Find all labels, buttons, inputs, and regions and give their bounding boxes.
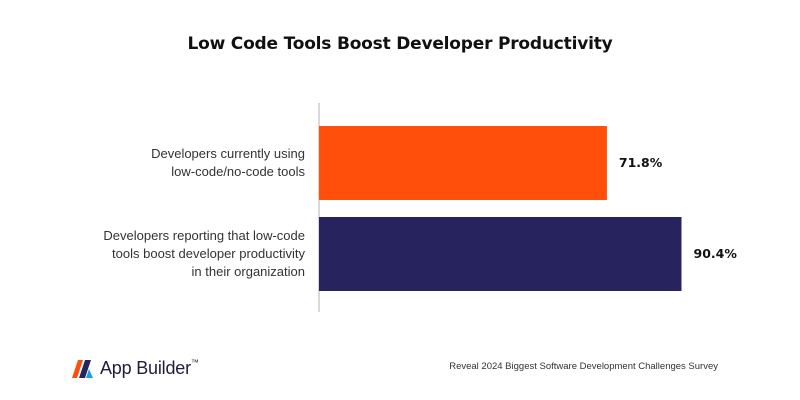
bar-1 (319, 126, 607, 200)
category-label-line: in their organization (192, 264, 305, 279)
category-label-line: low-code/no-code tools (171, 164, 305, 179)
brand-trademark: ™ (190, 357, 199, 367)
app-builder-logo-icon (72, 360, 93, 378)
category-label-line: Developers currently using (151, 146, 305, 161)
category-label-line: tools boost developer productivity (112, 246, 305, 261)
category-label-line: Developers reporting that low-code (103, 228, 305, 243)
category-label-2: Developers reporting that low-code tools … (103, 228, 305, 279)
source-note: Reveal 2024 Biggest Software Development… (449, 361, 718, 372)
app-builder-logo: App Builder ™ (70, 355, 199, 381)
category-label-1: Developers currently using low-code/no-co… (151, 146, 305, 179)
bar-2 (319, 217, 682, 291)
bar-value-label-1: 71.8% (619, 155, 663, 170)
bars-group: 71.8% Developers currently using low-code/… (103, 126, 737, 291)
brand-name: App Builder (100, 357, 191, 378)
bar-value-label-2: 90.4% (694, 246, 738, 261)
chart-title: Low Code Tools Boost Developer Productiv… (187, 34, 613, 54)
